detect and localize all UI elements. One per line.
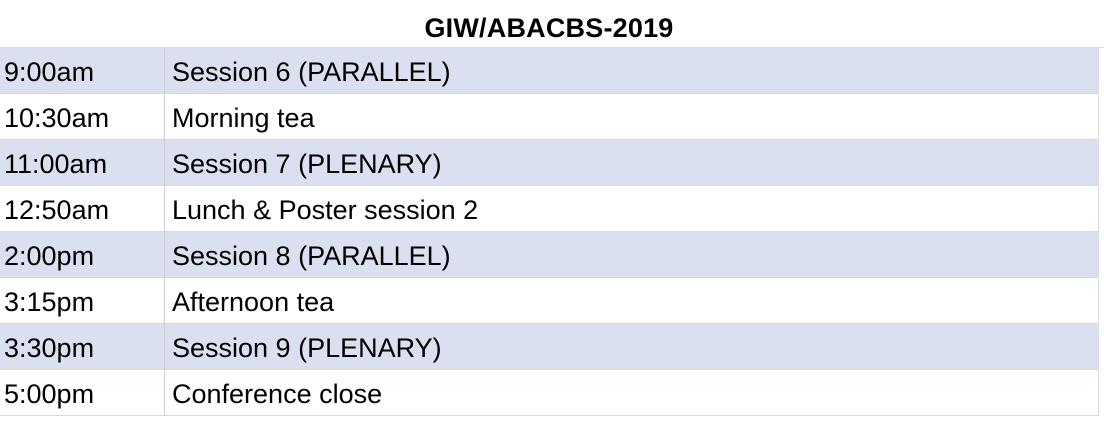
event-cell[interactable]: Morning tea [172, 103, 315, 133]
empty-row[interactable] [0, 416, 1104, 432]
table-row[interactable]: 12:50am Lunch & Poster session 2 [0, 186, 1098, 232]
event-cell[interactable]: Session 6 (PARALLEL) [172, 57, 451, 87]
event-cell[interactable]: Session 7 (PLENARY) [172, 149, 442, 179]
table-row[interactable]: 11:00am Session 7 (PLENARY) [0, 140, 1098, 186]
table-row[interactable]: 5:00pm Conference close [0, 370, 1098, 416]
cell-divider [164, 48, 165, 94]
time-cell[interactable]: 3:15pm [4, 287, 95, 317]
table-row[interactable]: 3:30pm Session 9 (PLENARY) [0, 324, 1098, 370]
time-cell[interactable]: 12:50am [4, 195, 110, 225]
cell-divider [164, 324, 165, 370]
time-cell[interactable]: 11:00am [4, 149, 108, 179]
event-cell[interactable]: Conference close [172, 379, 383, 409]
table-row[interactable]: 9:00am Session 6 (PARALLEL) [0, 48, 1098, 94]
cell-divider [164, 232, 165, 278]
time-cell[interactable]: 5:00pm [4, 379, 95, 409]
time-cell[interactable]: 2:00pm [4, 241, 95, 271]
sheet-title: GIW/ABACBS-2019 [424, 13, 674, 43]
grid-line-right [1098, 0, 1099, 432]
event-cell[interactable]: Session 8 (PARALLEL) [172, 241, 451, 271]
cell-divider [164, 278, 165, 324]
table-row[interactable]: 3:15pm Afternoon tea [0, 278, 1098, 324]
cell-divider [164, 140, 165, 186]
time-cell[interactable]: 10:30am [4, 103, 110, 133]
table-row[interactable]: 2:00pm Session 8 (PARALLEL) [0, 232, 1098, 278]
cell-divider [164, 94, 165, 140]
event-cell[interactable]: Afternoon tea [172, 287, 335, 317]
time-cell[interactable]: 3:30pm [4, 333, 95, 363]
time-cell[interactable]: 9:00am [4, 57, 95, 87]
event-cell[interactable]: Session 9 (PLENARY) [172, 333, 442, 363]
schedule-table: 9:00am Session 6 (PARALLEL) 10:30am Morn… [0, 48, 1098, 416]
title-row[interactable]: GIW/ABACBS-2019 [0, 0, 1104, 48]
event-cell[interactable]: Lunch & Poster session 2 [172, 195, 479, 225]
cell-divider [164, 370, 165, 416]
cell-divider [164, 186, 165, 232]
table-row[interactable]: 10:30am Morning tea [0, 94, 1098, 140]
